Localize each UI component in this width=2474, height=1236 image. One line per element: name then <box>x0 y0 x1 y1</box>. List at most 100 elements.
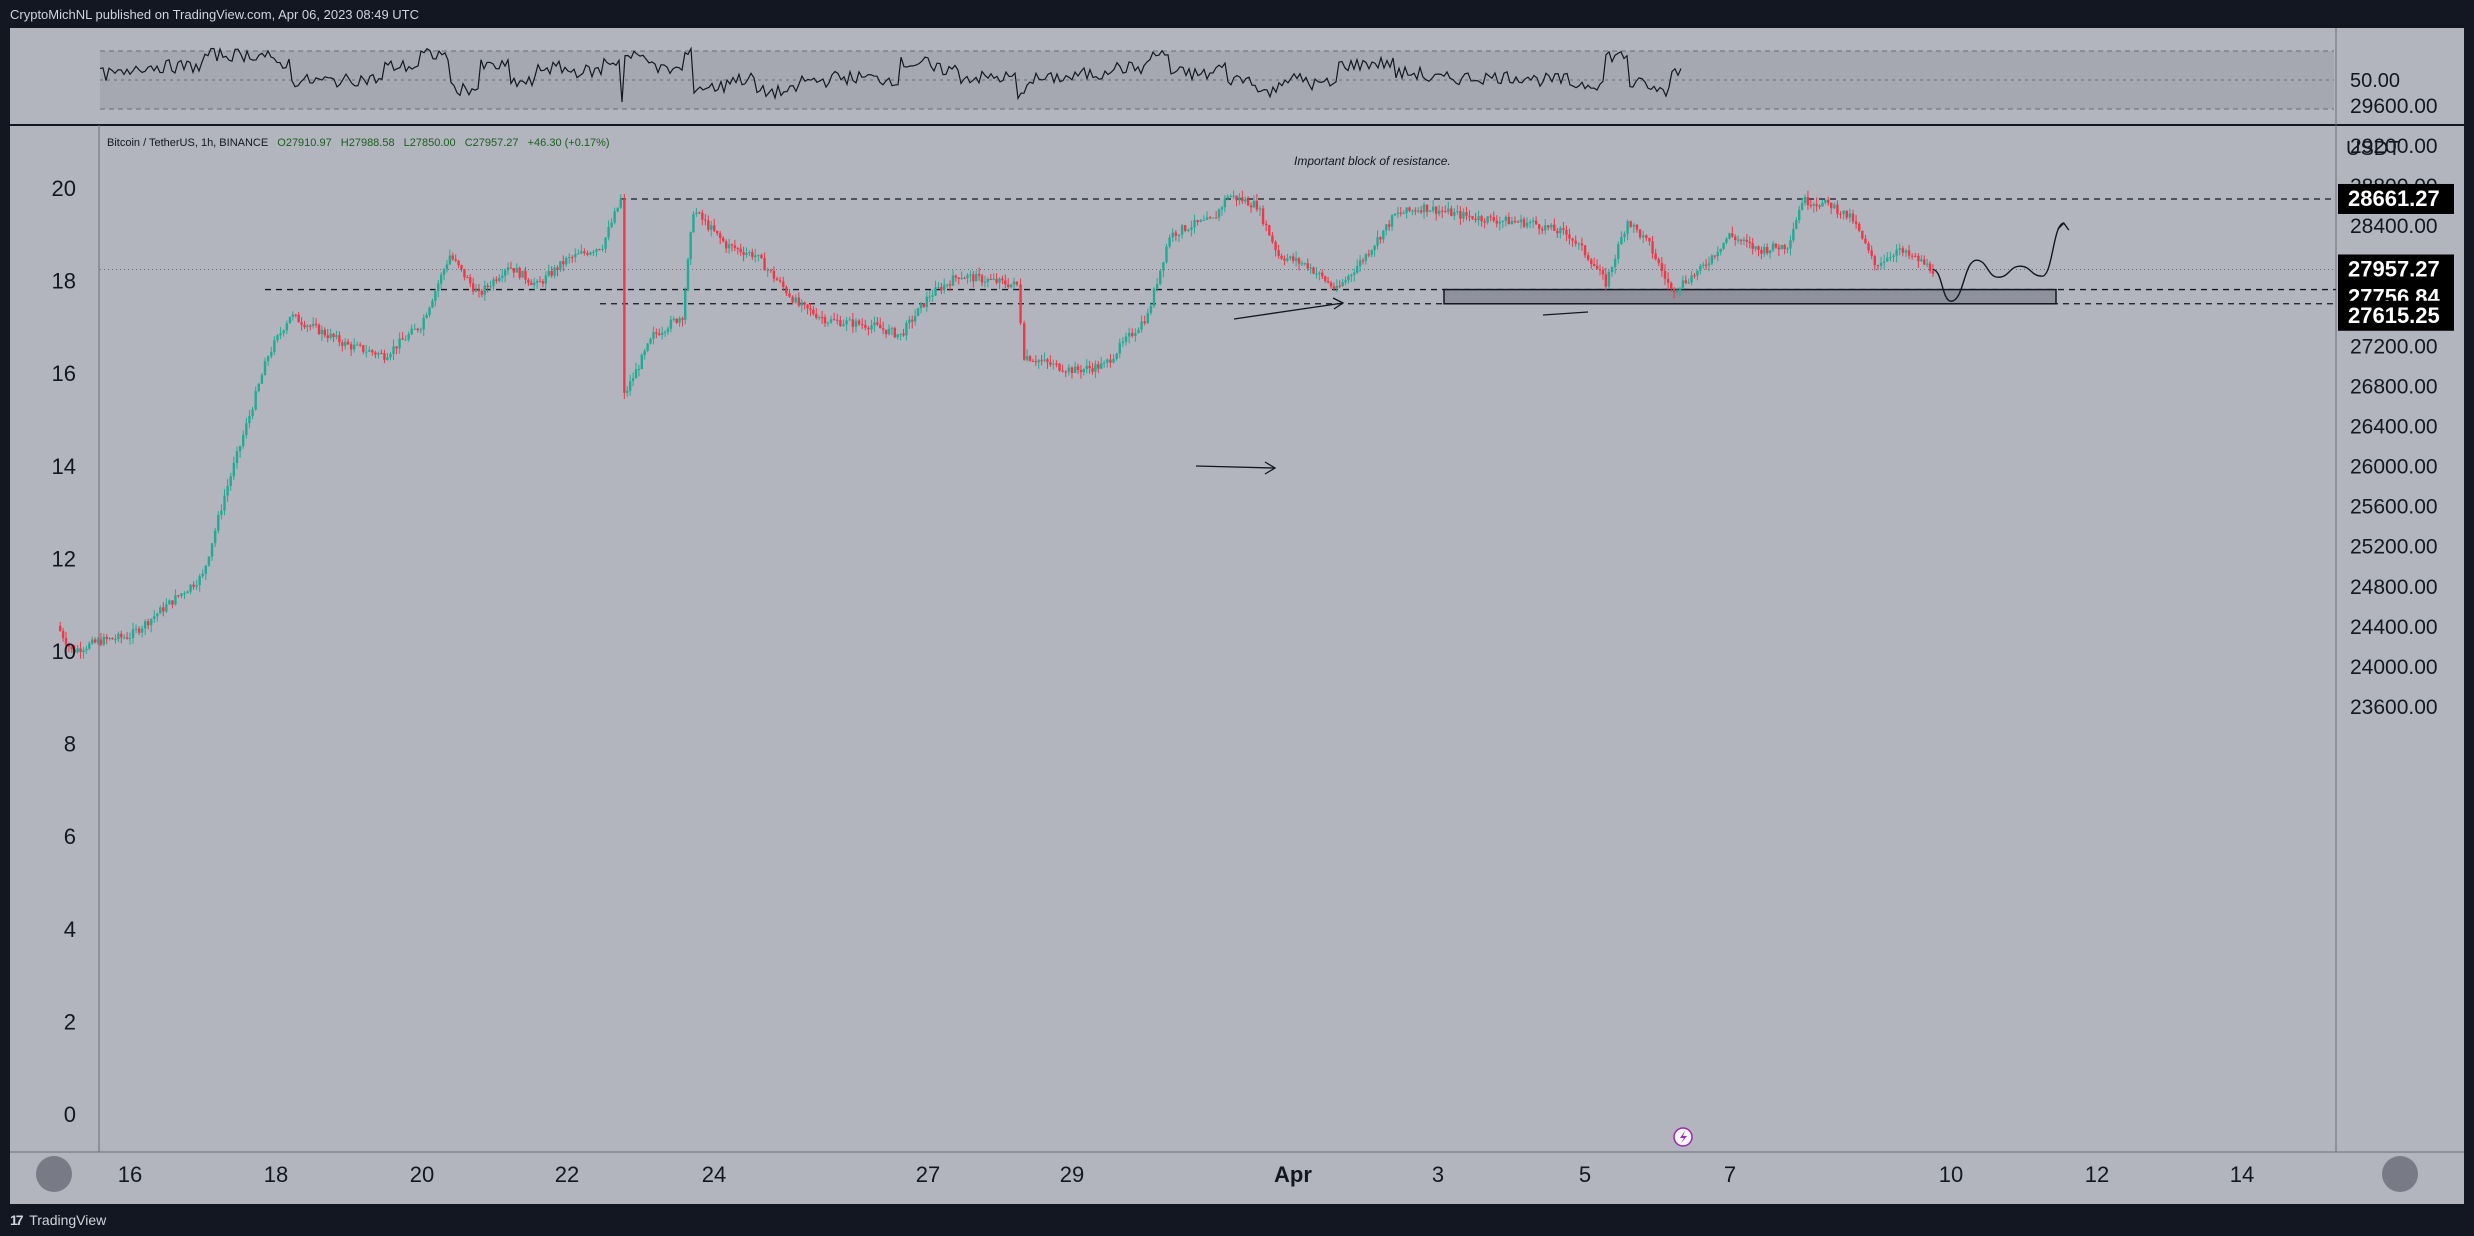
candle-body <box>1058 363 1061 371</box>
candle-body <box>1168 237 1171 247</box>
candle-body <box>1797 209 1801 221</box>
candle-body <box>359 344 362 346</box>
candle-body <box>1353 272 1356 275</box>
candle-body <box>291 314 295 317</box>
candle-body <box>1344 280 1347 283</box>
candle-body <box>1751 243 1754 249</box>
candle-body <box>1326 280 1330 283</box>
candle-body <box>276 335 279 341</box>
candle-body <box>257 383 260 392</box>
candle-body <box>1870 250 1873 256</box>
candle-body <box>165 604 168 612</box>
legend-line[interactable]: Bitcoin / TetherUS, 1h, BINANCE O27910.9… <box>107 137 610 149</box>
candle-body <box>1073 366 1077 374</box>
candle-body <box>1635 224 1639 230</box>
candle-body <box>380 353 383 355</box>
candle-body <box>335 335 338 338</box>
candle-body <box>1300 263 1304 265</box>
candle-body <box>217 514 220 531</box>
left-axis-tick: 16 <box>52 361 76 386</box>
candle-body <box>592 251 595 253</box>
candle-body <box>1004 280 1007 285</box>
left-axis-tick: 18 <box>52 269 76 294</box>
candle-body <box>1742 239 1746 241</box>
candle-body <box>1851 213 1855 222</box>
candle-body <box>1246 199 1250 206</box>
candle-body <box>823 317 827 324</box>
candle-body <box>1332 286 1336 289</box>
projection-path[interactable] <box>1932 222 2065 302</box>
price-label-text: 27615.25 <box>2348 303 2440 328</box>
candle-body <box>1710 255 1714 264</box>
candle-body <box>1728 233 1731 239</box>
candle-body <box>1149 306 1153 313</box>
candle-body <box>550 271 553 276</box>
candle-body <box>1525 222 1529 227</box>
candle-body <box>1889 257 1892 259</box>
candle-body <box>386 357 389 360</box>
left-corner-button[interactable] <box>36 1156 72 1192</box>
candle-body <box>1180 225 1184 235</box>
right-axis-tick: 26000.00 <box>2350 456 2438 479</box>
candle-body <box>1212 217 1215 219</box>
candle-body <box>355 344 359 346</box>
right-axis-tick: 25200.00 <box>2350 536 2438 559</box>
candle-body <box>270 352 273 357</box>
candle-body <box>1294 258 1298 261</box>
candle-body <box>1223 198 1227 208</box>
resistance-annotation[interactable]: Important block of resistance. <box>1294 154 1451 168</box>
candle-body <box>1318 272 1321 274</box>
candle-body <box>1562 228 1565 230</box>
resistance-touch-arrow[interactable] <box>1542 311 1589 316</box>
trend-arrow-upper[interactable] <box>1233 302 1344 320</box>
candle-body <box>589 252 592 255</box>
candle-body <box>721 238 725 242</box>
candle-body <box>1504 216 1508 221</box>
candle-body <box>1754 246 1757 249</box>
candle-body <box>948 284 952 286</box>
candle-body <box>1716 252 1719 257</box>
candle-body <box>349 344 353 350</box>
right-corner-button[interactable] <box>2382 1156 2418 1192</box>
right-axis-tick: 23600.00 <box>2350 696 2438 719</box>
support-zone[interactable] <box>1443 288 2057 305</box>
candle-body <box>1040 360 1043 362</box>
candle-body <box>1534 220 1538 225</box>
candle-body <box>631 378 635 382</box>
candle-body <box>1699 265 1702 271</box>
candle-body <box>1629 221 1632 227</box>
candle-body <box>1854 221 1858 224</box>
candle-body <box>701 212 704 220</box>
candle-body <box>931 295 934 297</box>
candle-body <box>1483 221 1486 223</box>
time-axis-tick: 10 <box>1939 1162 1963 1187</box>
trend-arrow-lower[interactable] <box>1195 465 1275 469</box>
candle-body <box>820 317 824 319</box>
time-axis-ticks: 16 18 20 22 24 27 29 Apr 3 5 7 10 12 14 <box>118 1162 2254 1187</box>
candle-body <box>785 287 788 294</box>
candle-body <box>1031 360 1035 362</box>
candle-body <box>404 339 407 341</box>
candle-body <box>422 318 425 330</box>
candle-body <box>1140 321 1143 330</box>
candle-body <box>1431 206 1435 211</box>
candle-body <box>251 409 254 416</box>
candle-body <box>1757 246 1760 250</box>
candle-body <box>1821 202 1824 207</box>
candle-body <box>1079 370 1083 373</box>
candle-body <box>535 281 539 283</box>
candle-body <box>1061 370 1064 372</box>
candle-body <box>312 323 315 326</box>
candle-body <box>1297 258 1301 264</box>
candle-body <box>1651 241 1654 254</box>
candle-body <box>692 214 695 233</box>
candle-body <box>1879 262 1883 266</box>
candle-body <box>474 289 478 292</box>
candle-body <box>1434 206 1438 214</box>
candle-body <box>1286 258 1289 261</box>
candle-body <box>1498 221 1501 224</box>
candle-body <box>1626 221 1629 234</box>
candle-body <box>1873 255 1876 266</box>
tradingview-brand[interactable]: 17 TradingView <box>10 1212 106 1228</box>
